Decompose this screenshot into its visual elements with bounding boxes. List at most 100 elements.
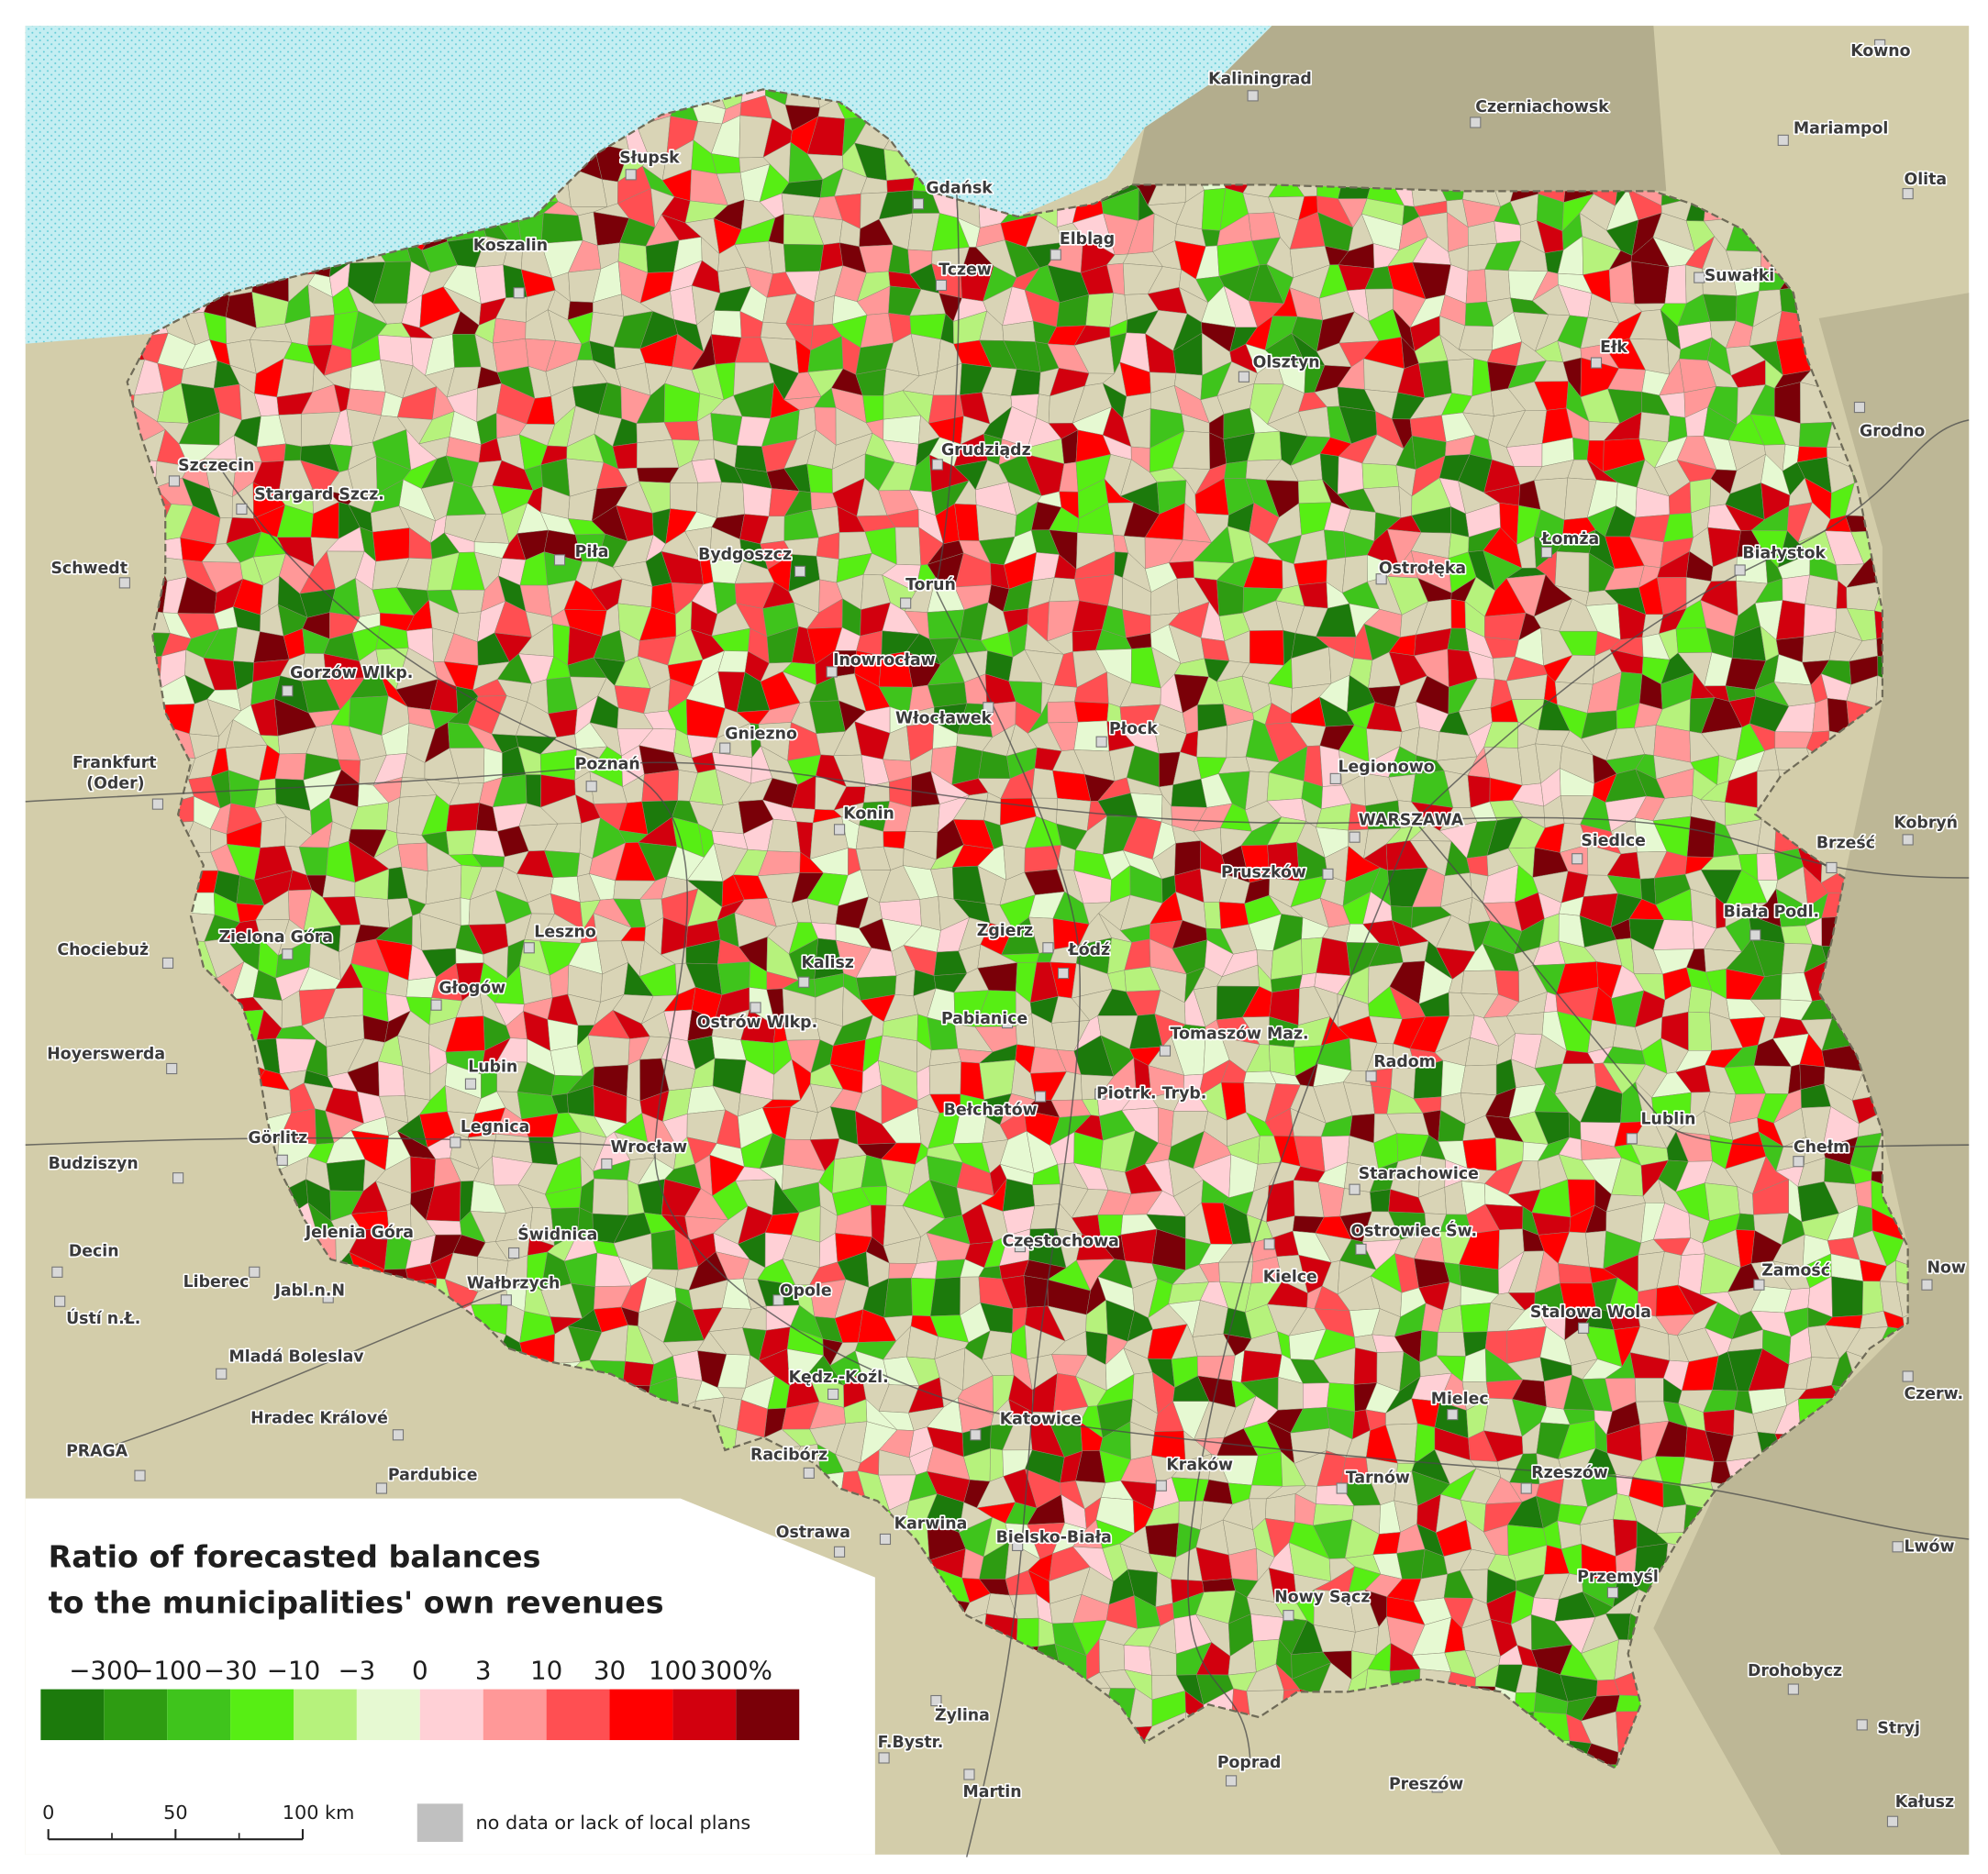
municipality bbox=[1316, 937, 1351, 977]
municipality bbox=[1249, 629, 1284, 666]
municipality bbox=[1264, 1493, 1296, 1523]
municipality bbox=[1458, 325, 1494, 350]
municipality bbox=[525, 774, 542, 808]
municipality bbox=[742, 482, 772, 517]
municipality bbox=[1465, 269, 1488, 305]
municipality bbox=[1396, 1548, 1426, 1580]
municipality bbox=[1812, 697, 1830, 733]
sea bbox=[25, 26, 1272, 344]
municipality bbox=[1196, 725, 1227, 759]
municipality bbox=[1203, 901, 1222, 930]
municipality bbox=[1299, 972, 1316, 989]
municipality bbox=[1572, 437, 1590, 460]
municipality bbox=[636, 439, 680, 469]
eastern-neighbours bbox=[1653, 293, 1970, 1855]
municipality bbox=[1049, 577, 1080, 603]
municipality bbox=[592, 1178, 628, 1216]
municipality bbox=[1145, 1523, 1180, 1558]
municipality bbox=[1686, 815, 1716, 858]
municipality bbox=[274, 753, 306, 781]
municipality bbox=[928, 1061, 961, 1095]
municipality bbox=[989, 1447, 1005, 1482]
municipality bbox=[894, 527, 922, 566]
municipality bbox=[641, 770, 680, 803]
municipality bbox=[1266, 1180, 1295, 1223]
municipality bbox=[886, 177, 915, 194]
municipality bbox=[645, 239, 680, 273]
municipality bbox=[767, 818, 801, 853]
municipality bbox=[783, 243, 825, 272]
municipality bbox=[446, 829, 477, 856]
municipality bbox=[587, 1035, 630, 1068]
municipality bbox=[1805, 574, 1838, 609]
municipality bbox=[1798, 422, 1833, 448]
municipality bbox=[378, 1060, 405, 1097]
municipality bbox=[446, 802, 480, 832]
municipality bbox=[306, 314, 335, 346]
municipality bbox=[1688, 1011, 1713, 1051]
municipality bbox=[716, 482, 745, 518]
municipality bbox=[1484, 269, 1511, 303]
municipality bbox=[669, 482, 698, 513]
municipality bbox=[1460, 970, 1499, 995]
municipality bbox=[1303, 1382, 1330, 1409]
municipality bbox=[1675, 627, 1713, 654]
municipality bbox=[1418, 360, 1452, 399]
municipality bbox=[711, 310, 742, 338]
municipality bbox=[1085, 293, 1114, 328]
municipality bbox=[1032, 1183, 1061, 1207]
municipality bbox=[806, 463, 833, 493]
municipality bbox=[405, 976, 437, 998]
municipality bbox=[326, 1159, 366, 1192]
municipality bbox=[460, 897, 471, 926]
municipality bbox=[1635, 1401, 1670, 1425]
municipality bbox=[883, 1277, 913, 1318]
municipality bbox=[1203, 1479, 1233, 1505]
municipality bbox=[883, 830, 906, 849]
municipality bbox=[1831, 1276, 1864, 1318]
municipality bbox=[1120, 1228, 1158, 1264]
municipality bbox=[1634, 1378, 1664, 1403]
municipality bbox=[650, 1229, 679, 1270]
municipality bbox=[483, 748, 503, 783]
municipality bbox=[1073, 701, 1109, 723]
municipality bbox=[1024, 845, 1061, 873]
municipality bbox=[883, 415, 921, 445]
municipality bbox=[1436, 1332, 1466, 1357]
municipality bbox=[626, 1059, 640, 1102]
kaliningrad-region bbox=[1131, 26, 1667, 192]
municipality bbox=[1756, 852, 1778, 882]
municipality bbox=[1293, 560, 1327, 586]
municipality bbox=[1047, 701, 1079, 724]
municipality bbox=[1327, 1382, 1356, 1413]
municipality bbox=[1484, 612, 1527, 641]
municipality bbox=[816, 555, 839, 583]
municipality bbox=[1250, 1613, 1284, 1642]
municipality bbox=[929, 1276, 961, 1317]
municipality bbox=[1029, 1203, 1061, 1230]
municipality bbox=[1460, 1064, 1497, 1096]
municipality bbox=[1353, 1347, 1378, 1385]
municipality bbox=[283, 443, 302, 461]
municipality bbox=[979, 1059, 1016, 1101]
municipality bbox=[474, 264, 506, 305]
municipality bbox=[919, 895, 941, 931]
municipality bbox=[862, 394, 884, 424]
municipality bbox=[1450, 598, 1466, 629]
municipality bbox=[1303, 745, 1324, 787]
municipality bbox=[1630, 261, 1670, 305]
municipality bbox=[1202, 1578, 1236, 1593]
municipality bbox=[1558, 1263, 1593, 1284]
municipality bbox=[1774, 731, 1814, 748]
municipality bbox=[1416, 726, 1440, 761]
municipality bbox=[1679, 1457, 1715, 1487]
municipality bbox=[927, 609, 965, 639]
municipality bbox=[672, 1350, 703, 1381]
municipality bbox=[1460, 1303, 1492, 1333]
municipality bbox=[1324, 529, 1347, 560]
municipality bbox=[1447, 358, 1474, 397]
municipality bbox=[1269, 1044, 1296, 1077]
municipality bbox=[905, 804, 940, 833]
municipality bbox=[1803, 604, 1837, 638]
